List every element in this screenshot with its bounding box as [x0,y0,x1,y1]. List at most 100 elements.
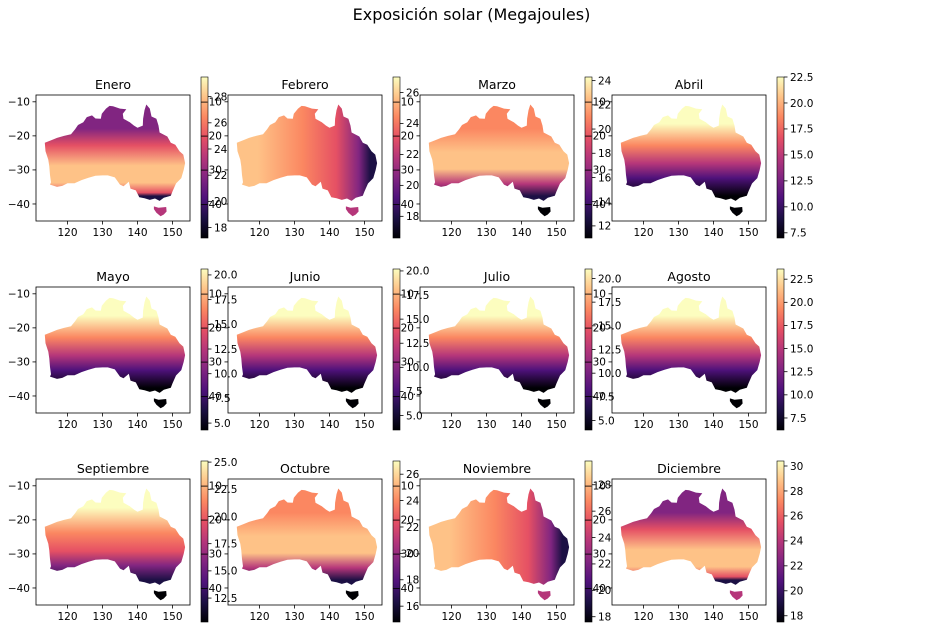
axes-frame [35,286,191,414]
y-tick-label: −40 [584,583,606,595]
x-tick-label: 140 [703,611,723,623]
y-tick-label: −40 [8,583,30,595]
colorbar-tick-label: 17.5 [406,290,429,302]
y-tick-label: −20 [584,323,606,335]
colorbar-tick-label: 20 [598,585,611,597]
x-tick-label: 130 [92,611,112,623]
tasmania-heatmap [729,398,743,409]
colorbar-tick-label: 22 [598,559,611,571]
y-tick-label: −20 [584,131,606,143]
y-tick-label: −30 [584,549,606,561]
axes-frame [227,94,383,222]
y-tick-label: −30 [392,549,414,561]
mainland-heatmap [236,488,378,585]
colorbar-tick-label: 22.5 [790,72,813,84]
mainland-heatmap [620,488,762,585]
colorbar-tick-label: 26 [598,506,612,518]
x-tick-label: 150 [738,419,758,431]
colorbar-tick-label: 28 [790,486,803,498]
tasmania-heatmap [153,206,167,217]
colorbar [392,460,401,623]
x-tick-label: 120 [633,227,653,239]
axes-frame [35,94,191,222]
colorbar-tick-label: 18 [598,148,611,160]
subplot-title: Enero [95,77,131,92]
y-tick-label: −10 [392,481,414,493]
x-tick-label: 120 [249,419,269,431]
colorbar-tick-label: 5.0 [214,418,231,430]
colorbar-tick-label: 12.5 [406,338,429,350]
colorbar-tick-label: 5.0 [598,415,615,427]
colorbar-tick-label: 18 [214,222,227,234]
y-tick-label: −10 [200,289,222,301]
colorbar-tick-label: 12.5 [598,344,621,356]
colorbar-tick-label: 18 [406,211,419,223]
x-tick-label: 120 [57,611,77,623]
colorbar-tick-label: 16 [406,601,420,613]
tasmania-heatmap [537,398,551,409]
colorbar-tick-label: 22 [598,100,611,112]
colorbar-tick-label: 12 [598,221,611,233]
x-tick-label: 140 [703,419,723,431]
subplot-title: Junio [289,269,321,284]
mainland-heatmap [620,296,762,393]
x-tick-label: 150 [738,227,758,239]
subplot-abril: Abril 120 130 140 150 −10 −20 −30 −40 7.5 10.0 12.5… [584,72,814,240]
colorbar-tick-label: 22.5 [214,484,237,496]
colorbar [584,460,593,623]
colorbar-tick-label: 28 [598,480,611,492]
y-tick-label: −30 [200,357,222,369]
y-tick-label: −10 [200,481,222,493]
colorbar-tick-label: 26 [406,87,420,99]
x-tick-label: 130 [668,611,688,623]
x-tick-label: 120 [441,419,461,431]
subplot-title: Febrero [281,77,328,92]
y-tick-label: −40 [8,391,30,403]
colorbar-tick-label: 10.0 [214,368,237,380]
colorbar-tick-label: 24 [598,75,612,87]
colorbar [200,268,209,431]
x-tick-label: 140 [319,611,339,623]
colorbar-tick-label: 26 [214,118,228,130]
tasmania-heatmap [153,398,167,409]
y-tick-label: −20 [392,323,414,335]
x-tick-label: 150 [546,611,566,623]
colorbar-tick-label: 15.0 [790,343,813,355]
subplot-junio: Junio 120 130 140 150 −10 −20 −30 −40 5.0 7.5 10.0 1… [200,266,430,431]
colorbar-tick-label: 7.5 [598,392,615,404]
y-tick-label: −10 [584,289,606,301]
y-tick-label: −20 [8,323,30,335]
x-tick-label: 130 [284,611,304,623]
x-tick-label: 120 [633,419,653,431]
x-tick-label: 140 [511,419,531,431]
mainland-heatmap [44,488,186,585]
colorbar-tick-label: 20 [790,586,803,598]
colorbar-tick-label: 17.5 [598,297,621,309]
subplot-diciembre: Diciembre 120 130 140 150 −10 −20 −30 −40 18 20 22 2… [584,460,804,623]
x-tick-label: 120 [441,611,461,623]
y-tick-label: −40 [8,199,30,211]
y-tick-label: −40 [584,391,606,403]
colorbar [392,268,401,431]
axes-frame [419,286,575,414]
x-tick-label: 150 [546,227,566,239]
y-tick-label: −30 [584,165,606,177]
y-tick-label: −40 [392,199,414,211]
x-tick-label: 150 [354,611,374,623]
colorbar-tick-label: 15.0 [790,150,813,162]
y-tick-label: −10 [8,289,30,301]
y-tick-label: −20 [8,515,30,527]
subplot-title: Octubre [280,461,330,476]
y-tick-label: −40 [200,199,222,211]
axes-frame [611,94,767,222]
colorbar-tick-label: 18 [790,611,803,623]
y-tick-label: −10 [200,97,222,109]
axes-frame [227,286,383,414]
subplot-title: Septiembre [77,461,150,476]
mainland-heatmap [428,104,570,201]
x-tick-label: 130 [92,227,112,239]
mainland-heatmap [428,488,570,585]
